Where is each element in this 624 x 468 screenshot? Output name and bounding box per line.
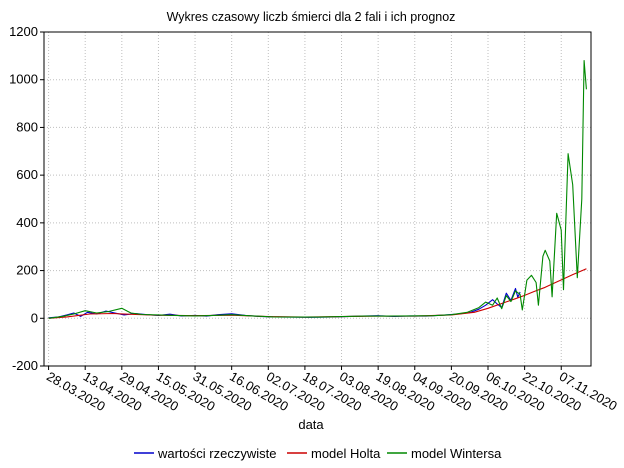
grid bbox=[44, 31, 591, 367]
legend-label-0: wartości rzeczywiste bbox=[157, 446, 276, 461]
y-tick-label: 0 bbox=[31, 310, 38, 325]
chart-title: Wykres czasowy liczb śmierci dla 2 fali … bbox=[167, 10, 456, 24]
series-line-2 bbox=[48, 60, 587, 319]
legend-label-1: model Holta bbox=[311, 446, 381, 461]
y-tick-label: 1000 bbox=[9, 72, 38, 87]
y-tick-label: 600 bbox=[16, 167, 38, 182]
plot-frame bbox=[43, 31, 592, 367]
legend-label-2: model Wintersa bbox=[411, 446, 502, 461]
y-tick-label: -200 bbox=[12, 358, 38, 373]
legend: wartości rzeczywiste model Holta model Win… bbox=[134, 446, 502, 461]
x-axis-label: data bbox=[298, 417, 324, 432]
y-tick-label: 1200 bbox=[9, 24, 38, 39]
y-tick-label: 800 bbox=[16, 119, 38, 134]
x-axis-ticks: 28.03.202013.04.202029.04.202015.05.2020… bbox=[44, 366, 620, 414]
y-tick-label: 200 bbox=[16, 263, 38, 278]
y-axis-ticks: -200 0 200 400 600 800 1000 1200 bbox=[9, 24, 44, 373]
series-lines bbox=[48, 60, 587, 319]
y-tick-label: 400 bbox=[16, 215, 38, 230]
